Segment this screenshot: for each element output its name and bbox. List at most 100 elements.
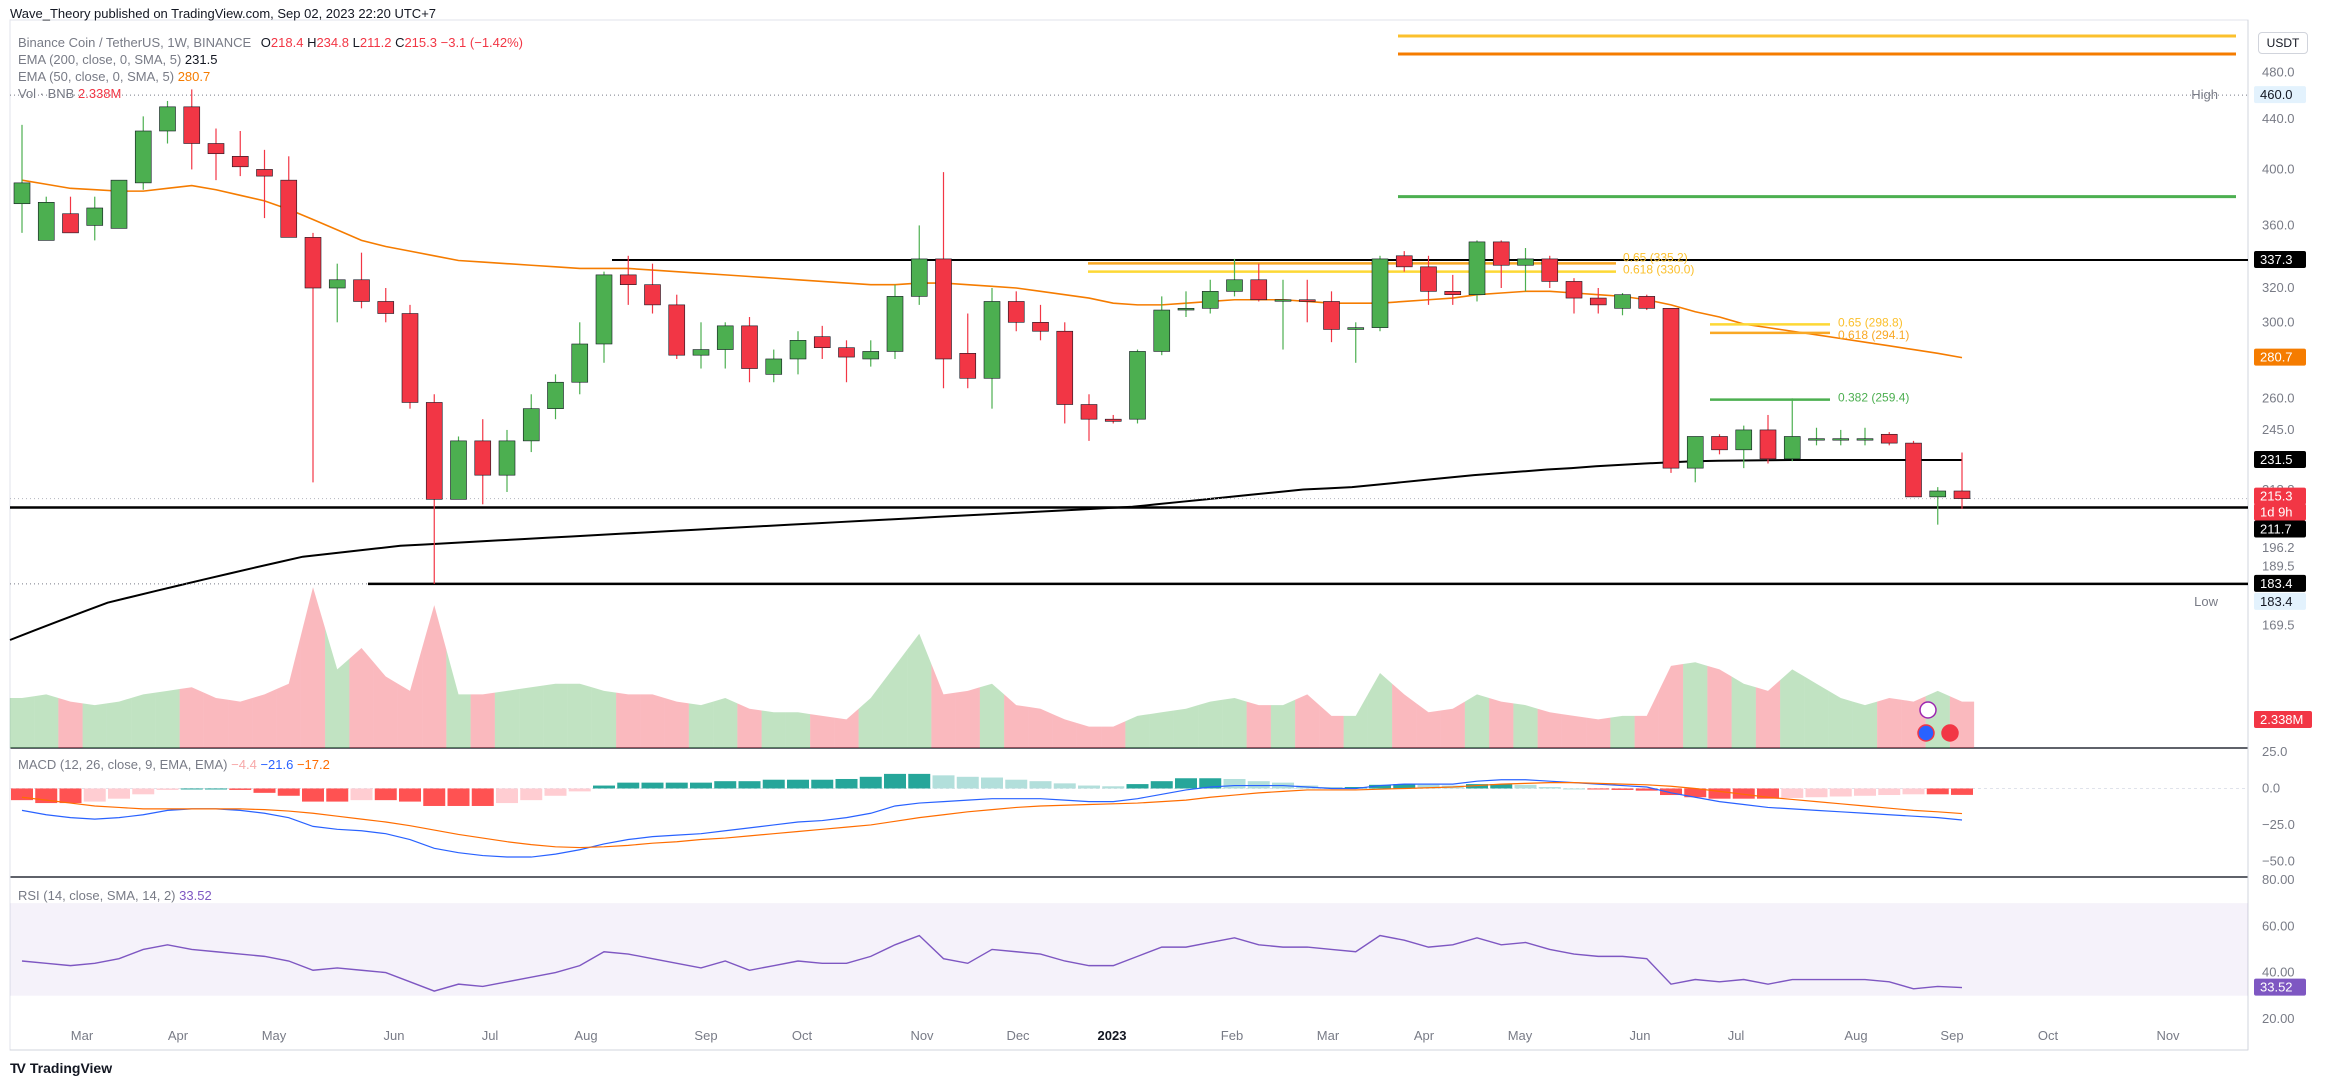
price-badge-support: 211.7 — [2260, 522, 2292, 537]
candle-body — [1129, 351, 1146, 420]
candle-body — [1953, 490, 1971, 499]
rsi-line — [21, 934, 1963, 992]
macd-histogram-bar — [1150, 781, 1173, 789]
macd-histogram-bar — [399, 788, 421, 802]
volume-area-segment — [34, 694, 59, 748]
time-axis-tick-label: Sep — [694, 1028, 717, 1043]
ema200-legend[interactable]: EMA (200, close, 0, SMA, 5) 231.5 — [18, 52, 217, 67]
candle-body — [1614, 294, 1631, 309]
tradingview-logo[interactable]: TV TradingView — [10, 1060, 112, 1076]
volume-area-segment — [1610, 715, 1635, 748]
volume-area-segment — [9, 696, 35, 748]
ohlc-o-value: 218.4 — [270, 35, 304, 50]
macd-histogram-bar — [617, 782, 640, 789]
time-axis-tick-label: Oct — [792, 1028, 813, 1043]
macd-histogram-bar — [229, 788, 252, 790]
ohlc-l-value: 211.2 — [359, 35, 392, 50]
symbol-legend[interactable]: Binance Coin / TetherUS, 1W, BINANCE O21… — [18, 35, 523, 50]
volume-area-segment — [1877, 697, 1902, 748]
volume-area-segment — [931, 664, 956, 748]
volume-area-segment — [106, 697, 132, 748]
volume-area-segment — [713, 697, 738, 748]
macd-histogram-bar — [1005, 779, 1028, 789]
macd-histogram-bar — [1635, 788, 1658, 791]
candle-body — [450, 440, 467, 500]
volume-area-segment — [1586, 717, 1611, 748]
volume-legend[interactable]: Vol · BNB 2.338M — [18, 86, 121, 101]
volume-area-segment — [785, 712, 811, 748]
price-badge-low-bg — [2254, 592, 2306, 610]
fib-label: 0.618 (294.1) — [1838, 328, 1909, 342]
macd-histogram-bar — [593, 785, 615, 789]
macd-hist-value: −4.4 — [231, 757, 257, 772]
candle-body — [910, 258, 928, 297]
macd-histogram-bar — [302, 788, 324, 802]
time-axis-tick-label: May — [1508, 1028, 1533, 1043]
candle-body — [1783, 436, 1801, 460]
candle-body — [1080, 404, 1098, 420]
volume-badge: 2.338M — [2260, 712, 2303, 727]
candle-body — [983, 301, 1001, 379]
volume-area-segment — [1780, 669, 1805, 748]
price-axis-tick-label: 320.0 — [2262, 280, 2295, 295]
currency-button[interactable]: USDT — [2258, 32, 2308, 54]
ohlc-change: −3.1 (−1.42%) — [440, 35, 524, 50]
price-badge-countdown-bg — [2254, 503, 2306, 521]
price-badge-ema200: 231.5 — [2260, 452, 2293, 467]
fib-label: 0.65 (298.8) — [1838, 315, 1903, 329]
volume-area-segment — [1270, 699, 1296, 748]
fib-label: 0.382 (259.4) — [1838, 391, 1909, 405]
volume-area-segment — [276, 635, 301, 748]
us-flag-event-icon — [1941, 724, 1959, 742]
macd-histogram-bar — [641, 782, 664, 789]
candle-body — [547, 381, 564, 409]
macd-histogram-bar — [859, 776, 882, 789]
candle-body — [304, 237, 322, 289]
volume-area-segment — [1198, 699, 1223, 748]
price-badge-high-bg — [2254, 86, 2306, 104]
macd-axis-tick-label: −50.0 — [2262, 853, 2295, 868]
candle-body — [62, 213, 79, 234]
rsi-legend[interactable]: RSI (14, close, SMA, 14, 2) 33.52 — [18, 888, 212, 903]
price-axis-tick-label: 440.0 — [2262, 111, 2295, 126]
macd-legend[interactable]: MACD (12, 26, close, 9, EMA, EMA) −4.4 −… — [18, 757, 330, 772]
volume-area-segment — [1537, 708, 1562, 748]
us-flag-event-icon — [1917, 724, 1935, 742]
volume-area-segment — [1561, 714, 1587, 748]
rsi-axis-tick-label: 80.00 — [2262, 872, 2295, 887]
macd-histogram-bar — [738, 781, 761, 789]
volume-area-segment — [567, 683, 592, 748]
rsi-value-badge-bg — [2254, 978, 2306, 996]
candle-body — [1541, 258, 1559, 282]
candle-body — [1226, 279, 1243, 292]
macd-histogram-bar — [1344, 787, 1367, 789]
macd-line — [21, 779, 1963, 858]
volume-area-segment — [834, 708, 859, 748]
volume-area-segment — [300, 587, 326, 748]
publisher-line: Wave_Theory published on TradingView.com… — [10, 6, 437, 21]
volume-area-segment — [640, 694, 665, 748]
ema50-legend[interactable]: EMA (50, close, 0, SMA, 5) 280.7 — [18, 69, 210, 84]
volume-area-segment — [1125, 714, 1150, 748]
volume-area-segment — [519, 685, 544, 748]
candle-body — [838, 347, 855, 358]
time-axis-tick-label: Feb — [1221, 1028, 1243, 1043]
macd-histogram-bar — [1053, 783, 1076, 789]
candle-body — [1032, 322, 1049, 332]
volume-area-segment — [1683, 662, 1708, 748]
candle-body — [765, 358, 783, 375]
high-level-label: High — [2191, 87, 2218, 102]
macd-histogram-bar — [496, 788, 518, 804]
volume-area-segment — [1416, 703, 1441, 748]
volume-area-segment — [1707, 665, 1732, 748]
candle-body — [862, 351, 880, 360]
macd-histogram-bar — [374, 788, 397, 801]
time-axis-tick-label: Apr — [168, 1028, 189, 1043]
candle-body — [1298, 299, 1316, 302]
price-axis-tick-label: 260.0 — [2262, 390, 2295, 405]
volume-area-segment — [1246, 701, 1271, 748]
volume-area-segment — [1343, 694, 1368, 748]
macd-label: MACD (12, 26, close, 9, EMA, EMA) — [18, 757, 228, 772]
candle-body — [425, 402, 443, 500]
